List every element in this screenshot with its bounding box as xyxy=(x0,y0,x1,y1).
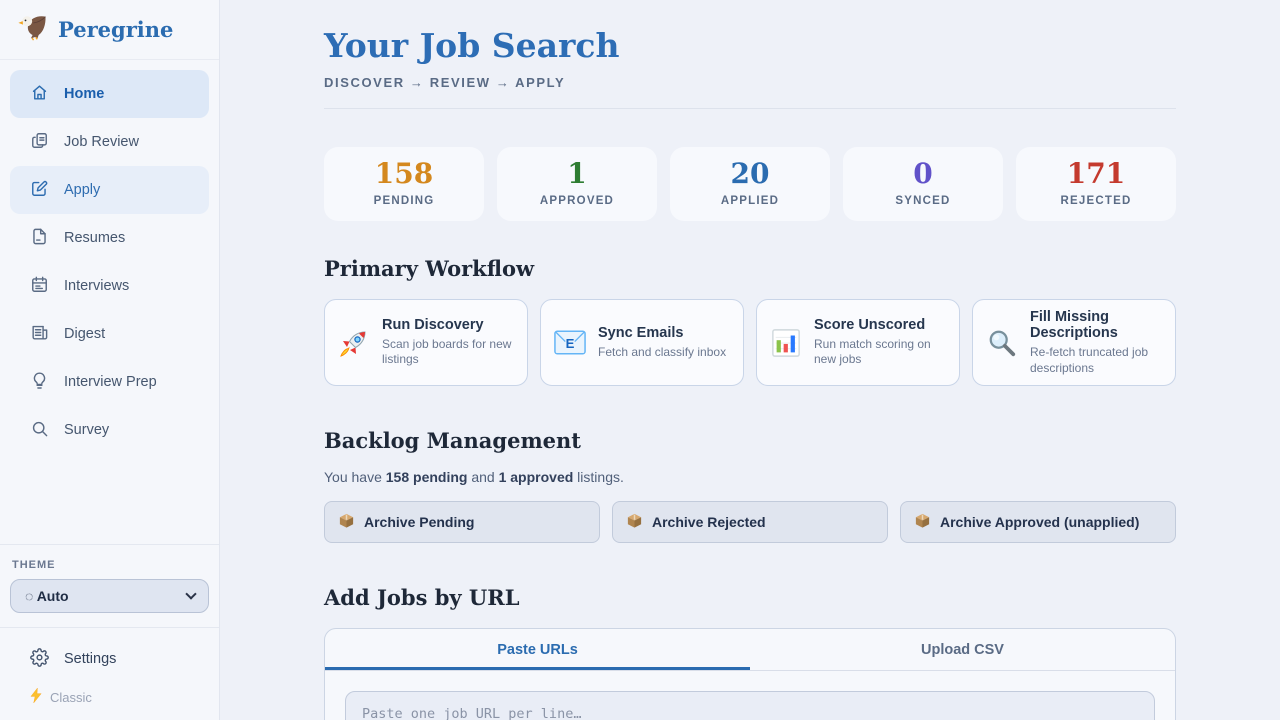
sidebar-nav: Home Job Review Apply Resumes Interviews… xyxy=(0,60,219,464)
sidebar-item-label: Job Review xyxy=(64,134,139,150)
stat-value: 20 xyxy=(730,157,770,190)
sidebar-item-label: Apply xyxy=(64,182,101,198)
theme-section: THEME ◌ Auto xyxy=(0,544,219,613)
workflow-subtitle: Scan job boards for new listings xyxy=(382,336,512,367)
backlog-heading: Backlog Management xyxy=(324,428,581,454)
settings-label: Settings xyxy=(64,651,117,667)
stat-card-approved: 1 APPROVED xyxy=(497,147,657,221)
run-discovery-button[interactable]: Run Discovery Scan job boards for new li… xyxy=(324,298,528,387)
sidebar-item-survey[interactable]: Survey xyxy=(10,406,209,454)
add-jobs-tabs: Paste URLs Upload CSV xyxy=(325,629,1175,672)
paste-urls-textarea[interactable] xyxy=(345,691,1155,720)
stat-label: APPLIED xyxy=(720,194,780,207)
classic-link[interactable]: Classic xyxy=(10,680,209,708)
workflow-row: Run Discovery Scan job boards for new li… xyxy=(324,298,1176,387)
sidebar-item-digest[interactable]: Digest xyxy=(10,310,209,358)
sidebar-item-label: Resumes xyxy=(64,230,126,246)
archive-approved-button[interactable]: Archive Approved (unapplied) xyxy=(900,501,1176,544)
email-icon: E xyxy=(553,330,587,355)
tab-paste-urls[interactable]: Paste URLs xyxy=(325,629,750,670)
workflow-title: Score Unscored xyxy=(814,317,926,334)
svg-text:E: E xyxy=(566,336,575,351)
stat-card-synced: 0 SYNCED xyxy=(843,147,1003,221)
sidebar-item-interview-prep[interactable]: Interview Prep xyxy=(10,358,209,406)
lightning-icon xyxy=(30,687,43,706)
stat-label: REJECTED xyxy=(1060,194,1132,207)
home-icon xyxy=(30,83,49,106)
stat-card-applied: 20 APPLIED xyxy=(670,147,830,221)
lightbulb-icon xyxy=(30,371,49,394)
pending-count: 158 pending xyxy=(385,469,468,486)
page-title: Your Job Search xyxy=(324,26,620,65)
sidebar-item-label: Survey xyxy=(64,422,110,438)
workflow-subtitle: Run match scoring on new jobs xyxy=(814,336,931,367)
sync-emails-button[interactable]: E Sync Emails Fetch and classify inbox xyxy=(540,298,744,387)
add-jobs-card: Paste URLs Upload CSV xyxy=(324,628,1176,720)
sidebar-item-label: Home xyxy=(64,86,105,102)
search-icon xyxy=(30,419,49,442)
package-icon xyxy=(338,512,355,532)
magnifier-icon xyxy=(985,328,1019,358)
stat-label: PENDING xyxy=(373,194,435,207)
breadcrumb: DISCOVER → REVIEW → APPLY xyxy=(324,75,566,90)
workflow-title: Run Discovery xyxy=(382,317,484,334)
brand-header: Peregrine xyxy=(0,0,219,60)
eagle-icon xyxy=(18,14,48,46)
edit-icon xyxy=(30,179,49,202)
theme-select[interactable]: ◌ Auto xyxy=(10,579,209,613)
main-content: Your Job Search DISCOVER → REVIEW → APPL… xyxy=(220,0,1280,720)
score-unscored-button[interactable]: Score Unscored Run match scoring on new … xyxy=(756,298,960,387)
archive-button-label: Archive Approved (unapplied) xyxy=(940,514,1140,531)
workflow-heading: Primary Workflow xyxy=(324,255,535,281)
package-icon xyxy=(626,512,643,532)
sidebar-item-home[interactable]: Home xyxy=(10,70,209,118)
archive-pending-button[interactable]: Archive Pending xyxy=(324,501,600,544)
document-icon xyxy=(30,227,49,250)
gear-icon xyxy=(30,647,49,671)
theme-label: THEME xyxy=(12,559,56,571)
header-divider xyxy=(324,108,1176,109)
sidebar-item-settings[interactable]: Settings xyxy=(10,638,209,680)
rocket-icon xyxy=(337,327,371,359)
stat-value: 171 xyxy=(1066,157,1126,190)
add-jobs-heading: Add Jobs by URL xyxy=(324,585,520,611)
classic-label: Classic xyxy=(50,689,92,705)
clipboard-icon xyxy=(30,131,49,154)
sidebar-item-label: Interviews xyxy=(64,278,130,294)
sidebar-item-label: Digest xyxy=(64,326,106,342)
workflow-subtitle: Fetch and classify inbox xyxy=(598,344,727,359)
sidebar-item-resumes[interactable]: Resumes xyxy=(10,214,209,262)
package-icon xyxy=(914,512,931,532)
stat-value: 158 xyxy=(374,157,434,190)
approved-count: 1 approved xyxy=(498,469,574,486)
workflow-subtitle: Re-fetch truncated job descriptions xyxy=(1030,345,1149,375)
sidebar-footer: Settings Classic xyxy=(0,627,219,720)
backlog-summary: You have 158 pending and 1 approved list… xyxy=(324,469,624,486)
stat-label: SYNCED xyxy=(895,194,951,207)
sidebar-item-apply[interactable]: Apply xyxy=(10,166,209,214)
newspaper-icon xyxy=(30,323,49,346)
archive-buttons-row: Archive Pending Archive Rejected Archive… xyxy=(324,501,1176,544)
sidebar-item-job-review[interactable]: Job Review xyxy=(10,118,209,166)
stats-row: 158 PENDING 1 APPROVED 20 APPLIED 0 SYNC… xyxy=(324,147,1176,221)
workflow-title: Sync Emails xyxy=(598,324,684,341)
workflow-title: Fill Missing Descriptions xyxy=(1030,308,1118,342)
stat-label: APPROVED xyxy=(539,194,615,207)
archive-button-label: Archive Rejected xyxy=(652,514,766,531)
sidebar: Peregrine Home Job Review Apply Resumes … xyxy=(0,0,220,720)
tab-upload-csv[interactable]: Upload CSV xyxy=(921,642,1004,659)
sidebar-item-label: Interview Prep xyxy=(64,374,157,390)
stat-value: 0 xyxy=(913,157,933,190)
bar-chart-icon xyxy=(769,328,803,358)
archive-button-label: Archive Pending xyxy=(364,514,475,531)
sidebar-item-interviews[interactable]: Interviews xyxy=(10,262,209,310)
calendar-icon xyxy=(30,275,49,298)
brand-name: Peregrine xyxy=(58,17,174,42)
stat-card-rejected: 171 REJECTED xyxy=(1016,147,1176,221)
stat-card-pending: 158 PENDING xyxy=(324,147,484,221)
archive-rejected-button[interactable]: Archive Rejected xyxy=(612,501,888,544)
stat-value: 1 xyxy=(567,157,587,190)
fill-missing-descriptions-button[interactable]: Fill Missing Descriptions Re-fetch trunc… xyxy=(972,298,1176,387)
